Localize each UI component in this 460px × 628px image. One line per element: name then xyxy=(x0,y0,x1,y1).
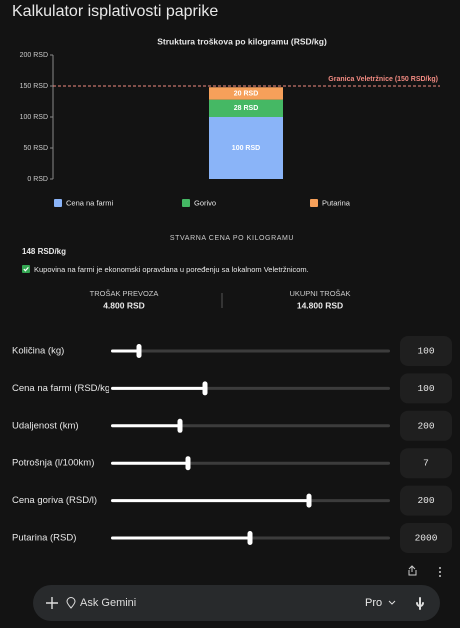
control-label: Udaljenost (km) xyxy=(12,420,79,431)
bar-segment xyxy=(209,99,283,117)
total-value: 14.800 RSD xyxy=(297,300,343,310)
bar-segment xyxy=(209,117,283,179)
total-label: UKUPNI TROŠAK xyxy=(289,289,350,298)
controls: Količina (kg) 100 Cena na farmi (RSD/kg) 10… xyxy=(12,336,452,553)
control-label: Cena goriva (RSD/l) xyxy=(12,495,97,506)
page-title: Kalkulator isplativosti paprike xyxy=(12,3,218,20)
bar-segment xyxy=(209,87,283,100)
value-box[interactable] xyxy=(400,373,452,404)
value-box[interactable] xyxy=(400,485,452,516)
y-tick-label: 200 RSD xyxy=(20,52,48,59)
slider-thumb[interactable] xyxy=(177,418,183,433)
control-label: Potrošnja (l/100km) xyxy=(12,458,94,469)
transport-label: TROŠAK PREVOZA xyxy=(90,289,159,298)
value-label: 20 RSD xyxy=(234,90,259,97)
slider-fill xyxy=(111,386,205,390)
y-tick-label: 0 RSD xyxy=(27,176,48,183)
price: 148 RSD/kg xyxy=(22,247,66,256)
value-input[interactable]: 2000 xyxy=(415,533,438,544)
value-input[interactable]: 100 xyxy=(417,383,434,394)
slider-fill xyxy=(111,349,139,353)
value-input[interactable]: 200 xyxy=(417,495,434,506)
input-bar[interactable] xyxy=(33,585,440,621)
slider-thumb[interactable] xyxy=(136,344,142,358)
slider-fill xyxy=(111,461,188,465)
transport-value: 4.800 RSD xyxy=(103,300,145,310)
add-button[interactable] xyxy=(46,597,58,609)
chart: Struktura troškova po kilogramu (RSD/kg)… xyxy=(20,36,440,207)
chart-title: Struktura troškova po kilogramu (RSD/kg) xyxy=(157,36,327,46)
share-icon[interactable] xyxy=(408,565,417,576)
control-label: Putarina (RSD) xyxy=(12,533,76,544)
summary-heading: STVARNA CENA PO KILOGRAMU xyxy=(170,235,294,242)
value-input[interactable]: 100 xyxy=(417,346,434,357)
value-box[interactable] xyxy=(400,448,452,479)
legend-swatch xyxy=(182,199,190,207)
legend-swatch xyxy=(54,199,62,207)
legend-label[interactable]: Gorivo xyxy=(194,198,216,207)
slider-thumb[interactable] xyxy=(306,493,312,508)
legend-swatch xyxy=(310,199,318,207)
value-input[interactable]: 200 xyxy=(417,420,434,431)
location-icon[interactable] xyxy=(66,597,76,609)
check-mark xyxy=(23,266,29,272)
legend-label[interactable]: Putarina xyxy=(322,198,351,207)
mic-icon[interactable] xyxy=(416,597,424,610)
value-label: 100 RSD xyxy=(232,145,260,152)
slider-thumb[interactable] xyxy=(202,381,208,396)
check-icon xyxy=(22,265,30,273)
input-placeholder[interactable]: Ask Gemini xyxy=(80,597,136,609)
y-tick-label: 50 RSD xyxy=(23,145,48,152)
slider-thumb[interactable] xyxy=(247,531,253,545)
control-label: Količina (kg) xyxy=(12,346,64,357)
slider-fill xyxy=(111,499,309,503)
more-icon[interactable] xyxy=(439,567,441,577)
legend-label[interactable]: Cena na farmi xyxy=(66,198,113,207)
model-picker[interactable]: Pro xyxy=(365,597,382,609)
control-label: Cena na farmi (RSD/kg) xyxy=(12,383,113,394)
value-input[interactable]: 7 xyxy=(423,458,429,469)
reference-label: Granica Veletržnice (150 RSD/kg) xyxy=(328,76,438,83)
value-box[interactable] xyxy=(400,336,452,366)
y-tick-label: 150 RSD xyxy=(20,83,48,90)
value-box[interactable] xyxy=(400,410,452,441)
slider-thumb[interactable] xyxy=(185,456,191,471)
value-label: 28 RSD xyxy=(234,105,259,112)
value-box[interactable] xyxy=(400,523,452,553)
slider-fill xyxy=(111,424,180,428)
slider-fill xyxy=(111,536,250,540)
message: Kupovina na farmi je ekonomski opravdana… xyxy=(34,265,309,274)
chevron[interactable] xyxy=(388,600,396,605)
y-tick-label: 100 RSD xyxy=(20,114,48,121)
slider-track[interactable] xyxy=(111,349,390,353)
